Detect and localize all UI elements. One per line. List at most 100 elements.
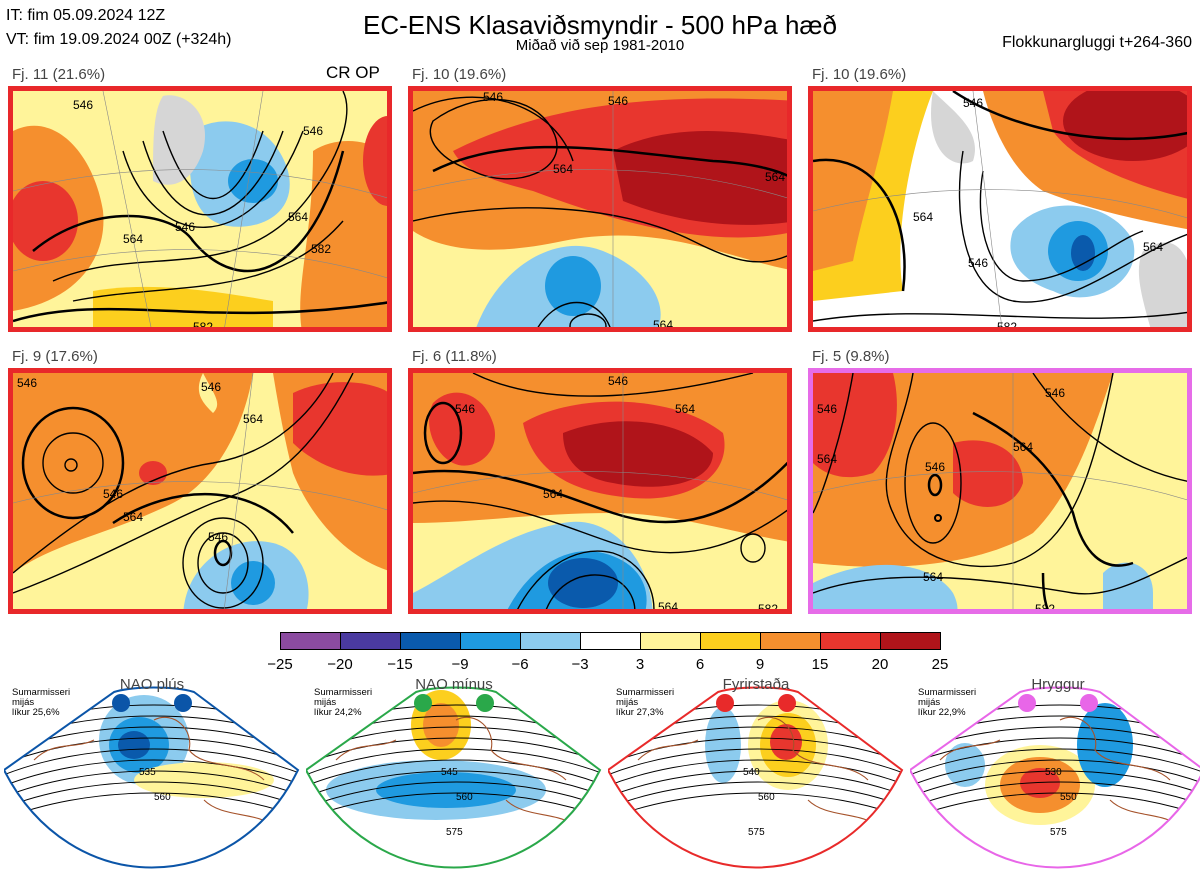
- anomaly-map-svg: 546 546 546 564 564 546: [13, 373, 387, 609]
- contour-label: 582: [311, 242, 331, 256]
- contour-label: 546: [175, 220, 195, 234]
- contour-label: 564: [658, 600, 678, 614]
- regime-probability-note: Sumarmisseri mijás líkur 24,2%: [314, 687, 373, 718]
- regime-map-svg: 535 560: [4, 686, 300, 869]
- regime-map-svg: 545 560 575: [306, 686, 602, 869]
- regime-marker-dot: [778, 694, 796, 712]
- contour-label: 564: [123, 510, 143, 524]
- regime-panel: 540 560 575 Fyrirstaða Sumarmisseri mijás lí…: [608, 676, 904, 870]
- contour-label: 546: [303, 124, 323, 138]
- contour-label: 582: [1035, 602, 1055, 614]
- regime-panel: 535 560 NAO plús Sumarmisseri mijás líkur 2…: [4, 676, 300, 870]
- colorbar-swatch: [820, 632, 881, 650]
- regime-name: NAO mínus: [415, 676, 493, 693]
- panel-label: Fj. 10 (19.6%): [812, 66, 907, 83]
- panel-label: Fj. 5 (9.8%): [812, 348, 890, 365]
- panel-label: Fj. 9 (17.6%): [12, 348, 98, 365]
- contour-label: 546: [208, 530, 228, 544]
- page-title: EC-ENS Klasaviðsmyndir - 500 hPa hæð: [363, 10, 837, 40]
- contour-label: 546: [925, 460, 945, 474]
- cluster-map: 546 546 564 564 564 582: [408, 368, 792, 614]
- contour-label: 546: [608, 94, 628, 108]
- colorbar-swatch: [640, 632, 701, 650]
- anomaly-map-svg: 546 546 564 582 546 564 582: [13, 91, 387, 332]
- panel-label: Fj. 10 (19.6%): [412, 66, 507, 83]
- contour-label: 564: [288, 210, 308, 224]
- colorbar-swatch: [880, 632, 941, 650]
- colorbar-tick-label: 25: [931, 656, 949, 673]
- regime-contour-label: 535: [139, 767, 156, 778]
- regime-marker-dot: [112, 694, 130, 712]
- cluster-map: 546 564 546 564 582: [808, 86, 1192, 332]
- cluster-map: 546 564 546 564 564: [408, 86, 792, 332]
- contour-label: 564: [243, 412, 263, 426]
- contour-label: 564: [543, 487, 563, 501]
- anomaly-map-svg: 546 546 564 564 564 546 582: [813, 373, 1187, 614]
- regime-map-svg: 530 550 575: [910, 686, 1200, 869]
- issue-time: IT: fim 05.09.2024 12Z: [6, 7, 166, 24]
- colorbar-tick-label: −15: [387, 656, 413, 673]
- colorbar-tick-label: −20: [327, 656, 353, 673]
- panel-label: Fj. 6 (11.8%): [412, 348, 497, 365]
- contour-label: 564: [817, 452, 837, 466]
- contour-label: 564: [913, 210, 933, 224]
- contour-label: 564: [653, 318, 673, 332]
- regime-map-svg: 540 560 575: [608, 686, 904, 869]
- regime-contour-label: 575: [748, 827, 765, 838]
- contour-label: 564: [123, 232, 143, 246]
- regime-contour-label: 550: [1060, 792, 1077, 803]
- cr-op-label: CR OP: [326, 63, 380, 82]
- colorbar-swatch: [760, 632, 821, 650]
- contour-label: 546: [968, 256, 988, 270]
- contour-label: 564: [923, 570, 943, 584]
- contour-label: 546: [201, 380, 221, 394]
- regime-name: Fyrirstaða: [722, 676, 790, 693]
- regime-marker-dot: [476, 694, 494, 712]
- regime-contour-label: 545: [441, 767, 458, 778]
- regime-panel: 530 550 575 Hryggur Sumarmisseri mijás líkur…: [910, 676, 1200, 870]
- contour-label: 564: [675, 402, 695, 416]
- regime-contour-label: 560: [154, 792, 171, 803]
- contour-label: 546: [1045, 386, 1065, 400]
- regime-marker-dot: [716, 694, 734, 712]
- contour-label: 546: [483, 91, 503, 104]
- contour-label: 546: [73, 98, 93, 112]
- contour-label: 564: [1143, 240, 1163, 254]
- cluster-map: 546 546 546 564 564 546: [8, 368, 392, 614]
- regime-name: NAO plús: [119, 676, 185, 693]
- colorbar-tick-label: 9: [755, 656, 765, 673]
- contour-label: 582: [758, 602, 778, 614]
- regime-contour-label: 575: [1050, 827, 1067, 838]
- contour-label: 564: [1013, 440, 1033, 454]
- regime-marker-dot: [414, 694, 432, 712]
- contour-label: 582: [997, 320, 1017, 332]
- cluster-map: 546 546 564 582 546 564 582: [8, 86, 392, 332]
- regime-probability-note: Sumarmisseri mijás líkur 25,6%: [12, 687, 71, 718]
- regime-panel: 545 560 575 NAO mínus Sumarmisseri mijás lík…: [306, 676, 602, 870]
- colorbar-swatch: [580, 632, 641, 650]
- colorbar-tick-label: −25: [267, 656, 293, 673]
- regime-probability-note: Sumarmisseri mijás líkur 22,9%: [918, 687, 977, 718]
- panel-label: Fj. 11 (21.6%): [12, 66, 106, 83]
- anomaly-map-svg: 546 564 546 564 564: [413, 91, 787, 332]
- anomaly-map-svg: 546 564 546 564 582: [813, 91, 1187, 332]
- colorbar-swatch: [520, 632, 581, 650]
- colorbar-swatch: [400, 632, 461, 650]
- contour-label: 546: [455, 402, 475, 416]
- colorbar-tick-label: −3: [571, 656, 589, 673]
- contour-label: 564: [553, 162, 573, 176]
- colorbar-swatch: [280, 632, 341, 650]
- regime-marker-dot: [174, 694, 192, 712]
- regime-contour-label: 560: [456, 792, 473, 803]
- regime-contour-label: 560: [758, 792, 775, 803]
- contour-label: 582: [193, 320, 213, 332]
- regime-name: Hryggur: [1031, 676, 1085, 693]
- regime-marker-dot: [1018, 694, 1036, 712]
- colorbar-tick-label: 20: [871, 656, 889, 673]
- colorbar-tick-label: 15: [811, 656, 829, 673]
- colorbar-swatch: [340, 632, 401, 650]
- valid-time: VT: fim 19.09.2024 00Z (+324h): [6, 31, 232, 48]
- regime-contour-label: 530: [1045, 767, 1062, 778]
- cluster-map: 546 546 564 564 564 546 582: [808, 368, 1192, 614]
- regime-contour-label: 540: [743, 767, 760, 778]
